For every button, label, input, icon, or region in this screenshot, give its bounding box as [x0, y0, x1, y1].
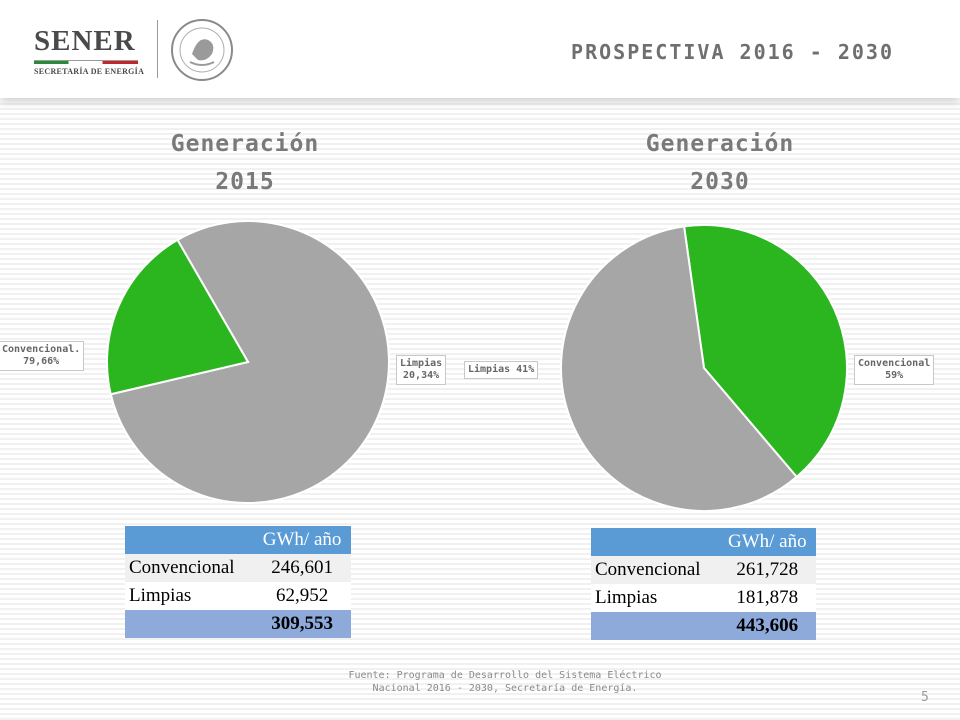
pie-chart-2030	[560, 224, 848, 512]
table-header-row: GWh/ año	[591, 528, 816, 556]
logo-divider	[157, 20, 158, 78]
table-row: Limpias 62,952	[125, 582, 351, 610]
row-value: 181,878	[718, 584, 816, 612]
pie-label-2015-limpias: Limpias 20,34%	[396, 355, 447, 385]
gwh-table-2030: GWh/ año Convencional 261,728 Limpias 18…	[591, 528, 816, 640]
chart-title-line1: Generación	[170, 131, 320, 157]
logo-name: SENER	[34, 25, 136, 57]
total-value: 443,606	[718, 612, 816, 640]
pie-label-2030-convencional: Convencional 59%	[854, 355, 935, 385]
pie-label-2030-limpias: Limpias 41%	[464, 361, 539, 379]
table-total-row: 309,553	[125, 610, 351, 638]
chart-title-line2: 2030	[690, 169, 750, 195]
logo-subtitle: SECRETARÍA DE ENERGÍA	[34, 67, 145, 76]
page-number: 5	[921, 690, 929, 705]
header-bar: SENER SECRETARÍA DE ENERGÍA PROSPECTIVA …	[0, 0, 960, 98]
table-header-cell: GWh/ año	[718, 528, 816, 556]
table-row: Convencional 261,728	[591, 556, 816, 584]
total-value: 309,553	[253, 610, 351, 638]
gwh-table-2015: GWh/ año Convencional 246,601 Limpias 62…	[125, 526, 351, 638]
table-total-row: 443,606	[591, 612, 816, 640]
source-note: Fuente: Programa de Desarrollo del Siste…	[348, 670, 662, 694]
chart-title-2030: Generación 2030	[590, 125, 850, 201]
chart-title-line1: Generación	[645, 131, 795, 157]
row-label: Convencional	[125, 554, 254, 582]
chart-title-2015: Generación 2015	[115, 125, 375, 201]
row-label: Limpias	[125, 582, 254, 610]
row-value: 261,728	[718, 556, 816, 584]
row-value: 62,952	[253, 582, 351, 610]
row-label: Convencional	[591, 556, 719, 584]
pie-label-2015-convencional: Convencional. 79,66%	[0, 341, 85, 371]
header-title: PROSPECTIVA 2016 - 2030	[571, 40, 894, 64]
row-label: Limpias	[591, 584, 719, 612]
chart-title-line2: 2015	[215, 169, 275, 195]
pie-slice-2030-limpias	[682, 224, 848, 479]
table-header-row: GWh/ año	[125, 526, 351, 554]
table-header-cell: GWh/ año	[253, 526, 351, 554]
coat-of-arms-seal-icon	[171, 19, 233, 81]
table-row: Convencional 246,601	[125, 554, 351, 582]
pie-chart-2015	[106, 220, 390, 504]
sener-logo: SENER SECRETARÍA DE ENERGÍA	[34, 26, 146, 76]
pie-slice-2015-limpias	[106, 238, 250, 396]
pie-slice-2015-convencional	[109, 220, 390, 504]
pie-slice-2030-convencional	[560, 225, 799, 512]
table-row: Limpias 181,878	[591, 584, 816, 612]
row-value: 246,601	[253, 554, 351, 582]
logo-rule	[34, 60, 138, 64]
